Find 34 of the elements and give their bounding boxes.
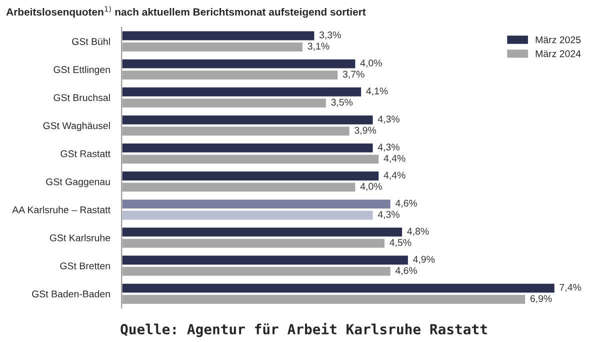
y-tick-label: GSt Waghäusel — [43, 122, 110, 132]
data-label: 4,0% — [360, 182, 382, 191]
y-tick-label: GSt Ettlingen — [54, 66, 110, 75]
data-label: 4,0% — [360, 60, 382, 68]
data-label: 3,5% — [331, 98, 353, 107]
y-tick-label: GSt Karlsruhe — [50, 234, 110, 242]
source-note: Quelle: Agentur für Arbeit Karlsruhe Rastatt — [120, 322, 487, 338]
data-label: 7,4% — [560, 284, 582, 292]
data-label: 4,4% — [384, 154, 406, 163]
data-label: 3,3% — [319, 32, 341, 40]
data-label: 4,3% — [378, 144, 400, 152]
y-tick-label: AA Karlsruhe – Rastatt — [12, 206, 110, 214]
data-label: 4,1% — [366, 88, 388, 96]
chart-title: Arbeitslosenquoten$^{1)}$ nach aktuellem Berichtsmonat aufsteigend sortiert — [6, 6, 366, 18]
y-tick-label: GSt Bretten — [60, 262, 110, 270]
data-label: 3,7% — [342, 70, 364, 79]
y-tick-label: GSt Gaggenau — [46, 178, 110, 188]
data-label: 4,6% — [395, 200, 418, 208]
y-tick-label: GSt Rastatt — [60, 150, 110, 158]
data-label: 6,9% — [530, 295, 552, 304]
y-tick-label: GSt Baden-Baden — [32, 290, 110, 298]
data-label: 4,3% — [378, 210, 400, 220]
data-label: 4,4% — [384, 172, 406, 180]
data-label: 4,6% — [395, 267, 418, 276]
data-label: 4,5% — [390, 239, 412, 248]
data-label: 4,9% — [413, 256, 435, 264]
legend-label: März 2024 — [536, 50, 581, 58]
data-label: 3,1% — [308, 42, 330, 51]
y-tick-label: GSt Bühl — [72, 38, 110, 45]
legend-label: März 2025 — [536, 36, 581, 44]
data-label: 4,8% — [407, 228, 429, 236]
data-label: 3,9% — [354, 126, 376, 135]
data-label: 4,3% — [378, 116, 400, 124]
y-tick-label: GSt Bruchsal — [54, 94, 110, 102]
